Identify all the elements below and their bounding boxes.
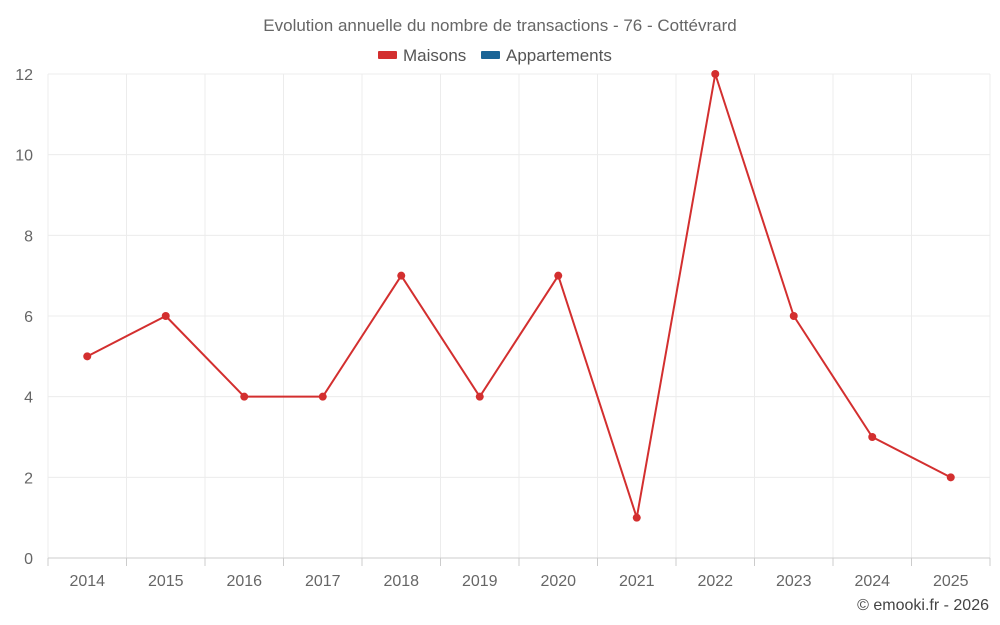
data-point-maisons-2021[interactable] <box>632 513 641 522</box>
legend-swatch-maisons[interactable] <box>378 51 397 59</box>
x-tick-label-2024: 2024 <box>854 573 890 590</box>
grid-lines <box>47 73 991 558</box>
data-point-maisons-2015[interactable] <box>161 312 170 320</box>
legend-label-maisons[interactable]: Maisons <box>403 46 466 65</box>
x-axis-tick-labels: 2014 2015 2016 2017 2018 2019 2020 2021 2022 2023… <box>69 573 968 590</box>
data-point-maisons-2014[interactable] <box>83 352 92 361</box>
data-point-maisons-2020[interactable] <box>554 271 563 280</box>
y-tick-label: 0 <box>24 551 33 568</box>
axes <box>47 557 991 566</box>
y-tick-label: 4 <box>24 390 33 407</box>
y-tick-label: 10 <box>15 148 33 165</box>
y-tick-label: 8 <box>24 228 33 245</box>
x-tick-label-2025: 2025 <box>933 573 969 590</box>
x-tick-label-2019: 2019 <box>462 573 498 590</box>
series-line-maisons <box>86 73 952 519</box>
chart-title: Evolution annuelle du nombre de transact… <box>263 16 736 35</box>
x-tick-label-2015: 2015 <box>148 573 184 590</box>
data-point-maisons-2025[interactable] <box>946 473 955 482</box>
legend-swatch-appartements[interactable] <box>481 51 500 59</box>
y-tick-label: 2 <box>24 470 33 487</box>
x-tick-label-2014: 2014 <box>69 573 105 590</box>
x-tick-label-2022: 2022 <box>697 573 733 590</box>
data-point-maisons-2019[interactable] <box>475 392 484 401</box>
x-tick-label-2020: 2020 <box>540 573 576 590</box>
credit-text: © emooki.fr - 2026 <box>857 597 989 614</box>
x-tick-label-2018: 2018 <box>383 573 419 590</box>
x-tick-label-2021: 2021 <box>619 573 655 590</box>
x-tick-label-2016: 2016 <box>226 573 262 590</box>
data-point-maisons-2023[interactable] <box>789 312 798 320</box>
y-axis-tick-labels: 0 2 4 6 8 10 12 <box>15 67 33 568</box>
data-point-maisons-2024[interactable] <box>868 433 877 441</box>
legend: Maisons Appartements <box>378 46 612 65</box>
y-tick-label: 12 <box>15 67 33 84</box>
series-layer <box>83 70 955 522</box>
y-tick-label: 6 <box>24 309 33 326</box>
data-point-maisons-2022[interactable] <box>711 70 720 78</box>
data-point-maisons-2018[interactable] <box>397 271 406 280</box>
legend-label-appartements[interactable]: Appartements <box>506 46 612 65</box>
data-point-maisons-2017[interactable] <box>318 392 327 401</box>
x-tick-label-2017: 2017 <box>305 573 341 590</box>
data-point-maisons-2016[interactable] <box>240 392 249 401</box>
x-tick-label-2023: 2023 <box>776 573 812 590</box>
